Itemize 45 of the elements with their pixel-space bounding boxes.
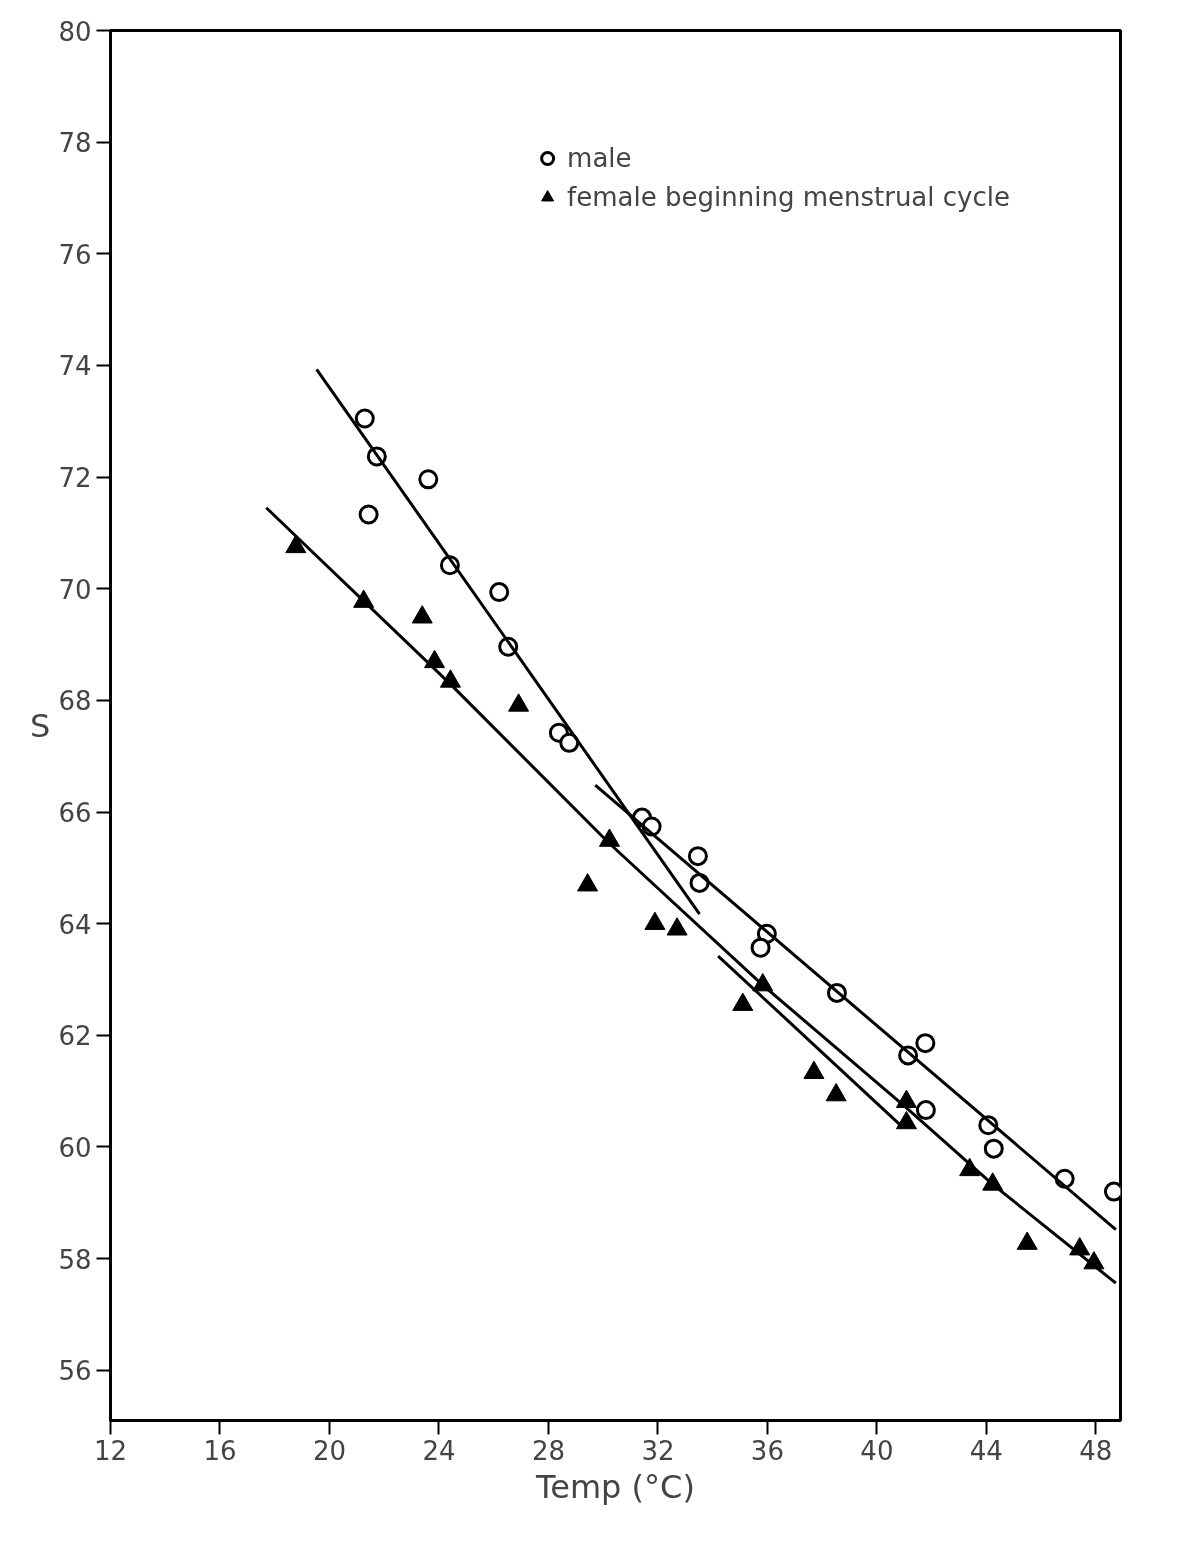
point: [1069, 1237, 1091, 1256]
y-tick-label: 80: [58, 16, 92, 47]
y-tick-label: 78: [58, 128, 92, 159]
y-tick-label: 74: [58, 351, 92, 382]
y-tick-label: 60: [58, 1132, 92, 1163]
y-tick-label: 72: [58, 463, 92, 494]
y-tick-label: 64: [58, 909, 92, 940]
y-tick-label: 56: [58, 1356, 92, 1387]
point: [895, 1089, 917, 1109]
legend-label: male: [567, 142, 632, 175]
point: [577, 873, 599, 892]
x-tick-label: 48: [1079, 1435, 1113, 1466]
point: [1016, 1231, 1038, 1250]
point: [895, 1110, 917, 1130]
point: [666, 917, 688, 936]
y-tick-label: 58: [58, 1244, 92, 1275]
x-tick-label: 20: [312, 1435, 347, 1466]
y-tick-label: 70: [58, 574, 92, 605]
point: [750, 937, 771, 958]
point: [489, 582, 510, 603]
y-tick-label: 62: [58, 1021, 92, 1052]
point: [559, 732, 580, 753]
point: [687, 846, 708, 867]
x-tick-label: 24: [422, 1435, 456, 1466]
point: [358, 504, 379, 525]
y-axis-title: S: [30, 706, 51, 745]
point: [825, 1083, 847, 1102]
x-tick-label: 28: [531, 1435, 565, 1466]
y-tick-label: 68: [58, 686, 92, 717]
line-series: [264, 506, 1118, 1285]
x-tick-label: 16: [203, 1435, 237, 1466]
x-tick-label: 12: [93, 1435, 128, 1466]
point: [354, 408, 375, 429]
legend-label: female beginning menstrual cycle: [567, 181, 1010, 214]
y-tick-label: 76: [58, 239, 92, 270]
x-axis-title: Temp (°C): [535, 1467, 695, 1506]
point: [732, 992, 754, 1011]
y-tick-label: 66: [58, 798, 92, 829]
point: [418, 469, 439, 490]
point: [644, 911, 666, 930]
x-tick-label: 36: [750, 1435, 784, 1466]
x-tick-label: 40: [860, 1435, 894, 1466]
x-tick-label: 44: [969, 1435, 1003, 1466]
point: [803, 1060, 825, 1079]
x-tick-label: 32: [641, 1435, 675, 1466]
